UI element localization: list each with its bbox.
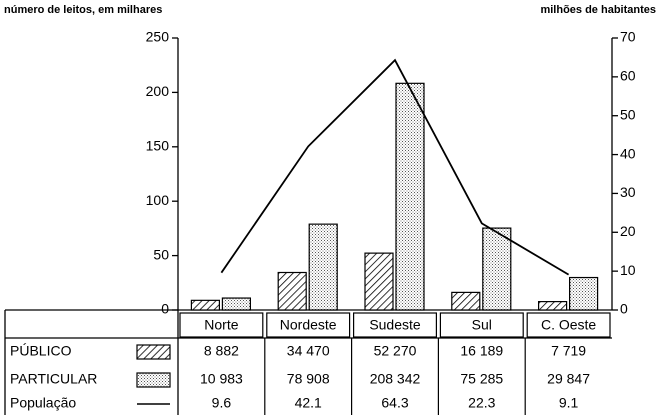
bar — [482, 227, 512, 311]
table-value: 42.1 — [295, 395, 322, 411]
bar — [308, 223, 338, 311]
y2-tick-label: 30 — [620, 184, 636, 200]
y2-tick-label: 50 — [620, 106, 636, 122]
table-value: 52 270 — [374, 343, 417, 359]
table-value: 22.3 — [468, 395, 495, 411]
table-value: 9.1 — [559, 395, 579, 411]
bar — [277, 271, 307, 311]
bar — [568, 276, 599, 311]
population-line — [220, 58, 570, 276]
x-tick-label: Norte — [204, 317, 238, 333]
y-tick-label: 0 — [161, 301, 169, 317]
legend-swatch — [136, 372, 171, 388]
y2-axis-label: milhões de habitantes — [540, 4, 656, 16]
x-tick-label: Sul — [472, 317, 492, 333]
y2-tick-label: 70 — [620, 29, 636, 45]
table-value: 7 719 — [551, 343, 586, 359]
category-cell — [179, 312, 264, 338]
y-axis-label: número de leitos, em milhares — [4, 4, 162, 16]
category-cell — [526, 312, 611, 338]
table-value: 64.3 — [381, 395, 408, 411]
table-value: 75 285 — [460, 371, 503, 387]
bar — [221, 297, 251, 311]
y-tick-label: 150 — [146, 138, 170, 154]
y-tick-label: 200 — [146, 83, 170, 99]
table-value: 29 847 — [547, 371, 590, 387]
table-value: 208 342 — [370, 371, 421, 387]
legend-swatch — [136, 344, 171, 360]
bar — [364, 252, 394, 311]
bar — [451, 291, 481, 311]
bar — [537, 301, 568, 311]
category-cell — [439, 312, 524, 338]
legend-label: PÚBLICO — [10, 343, 72, 359]
y2-tick-label: 10 — [620, 262, 636, 278]
table-value: 78 908 — [287, 371, 330, 387]
category-cell — [266, 312, 351, 338]
legend-label: População — [10, 395, 76, 411]
legend-label: PARTICULAR — [10, 371, 97, 387]
x-tick-label: C. Oeste — [541, 317, 596, 333]
table-value: 9.6 — [212, 395, 232, 411]
y2-tick-label: 60 — [620, 68, 636, 84]
table-value: 34 470 — [287, 343, 330, 359]
y2-tick-label: 20 — [620, 223, 636, 239]
table-value: 10 983 — [200, 371, 243, 387]
x-tick-label: Sudeste — [369, 317, 421, 333]
table-value: 16 189 — [460, 343, 503, 359]
frame — [4, 38, 613, 415]
y-tick-label: 250 — [146, 29, 170, 45]
y-tick-label: 50 — [153, 246, 169, 262]
bar — [190, 299, 220, 311]
y2-tick-label: 40 — [620, 145, 636, 161]
y2-tick-label: 0 — [620, 301, 628, 317]
category-cell — [353, 312, 438, 338]
y-tick-label: 100 — [146, 192, 170, 208]
table-value: 8 882 — [204, 343, 239, 359]
bar — [395, 82, 425, 311]
x-tick-label: Nordeste — [280, 317, 337, 333]
